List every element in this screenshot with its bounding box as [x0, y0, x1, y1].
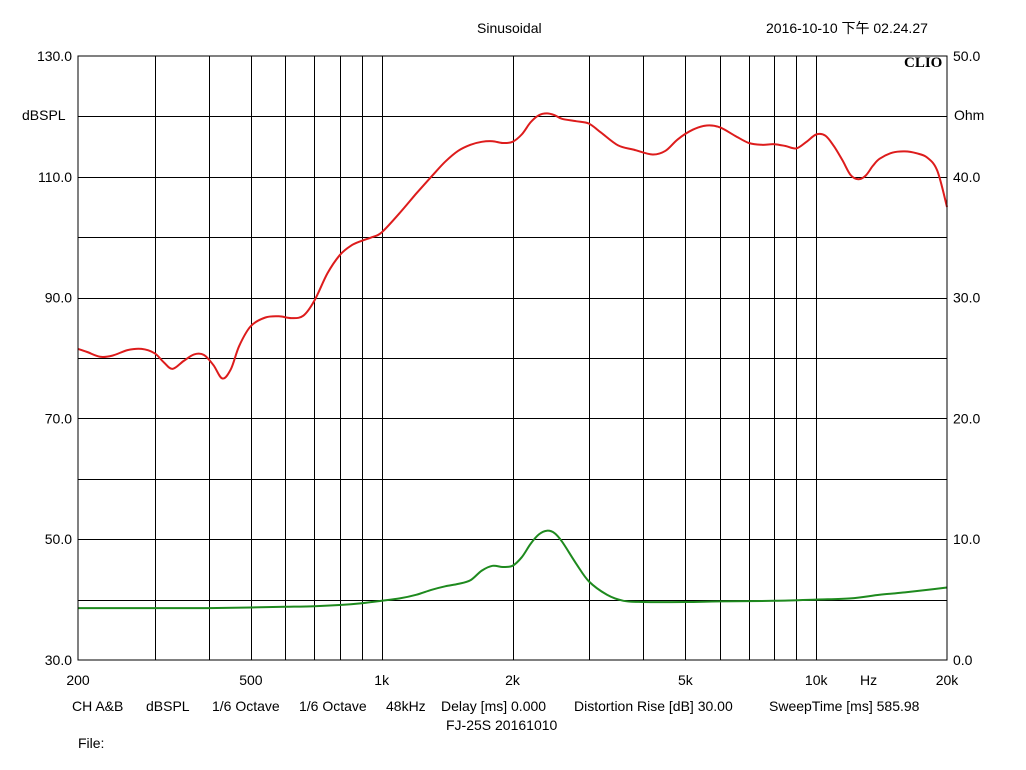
y-left-tick-labels: 130.0 110.0 90.0 70.0 50.0 30.0	[37, 48, 72, 668]
y-left-label: dBSPL	[22, 107, 66, 123]
y-left-tick-label: 90.0	[45, 290, 72, 306]
x-tick-label: 200	[66, 672, 90, 688]
chart-title: Sinusoidal	[477, 20, 542, 36]
x-label: Hz	[860, 672, 878, 688]
footer-unit: dBSPL	[146, 698, 190, 714]
footer-delay: Delay [ms] 0.000	[441, 698, 547, 714]
footer-sweep-time: SweepTime [ms] 585.98	[769, 698, 920, 714]
x-tick-label: 1k	[374, 672, 390, 688]
x-tick-label: 500	[239, 672, 263, 688]
y-right-tick-labels: 50.0 40.0 30.0 20.0 10.0 0.0	[953, 48, 980, 668]
footer-smoothing-1: 1/6 Octave	[212, 698, 280, 714]
y-left-tick-label: 110.0	[38, 169, 72, 185]
y-right-tick-label: 20.0	[953, 410, 980, 426]
footer-subtitle: FJ-25S 20161010	[446, 717, 558, 733]
clio-logo: CLIO	[904, 55, 943, 71]
footer-sample-rate: 48kHz	[386, 698, 426, 714]
x-tick-label: 5k	[678, 672, 694, 688]
x-tick-label: 20k	[936, 672, 960, 688]
spl-series-line	[77, 112, 948, 380]
y-right-tick-label: 30.0	[953, 290, 980, 306]
y-left-tick-label: 50.0	[45, 531, 72, 547]
plot-border	[77, 55, 948, 661]
y-right-tick-label: 40.0	[953, 169, 980, 185]
x-tick-label: 2k	[505, 672, 521, 688]
y-left-tick-label: 70.0	[45, 410, 72, 426]
y-left-tick-label: 30.0	[45, 652, 72, 668]
series-layer	[77, 112, 948, 610]
footer-distortion-rise: Distortion Rise [dB] 30.00	[574, 698, 733, 714]
footer-file: File:	[78, 735, 105, 751]
y-left-tick-label: 130.0	[37, 48, 72, 64]
y-right-label: Ohm	[954, 107, 985, 123]
impedance-series-line	[78, 529, 948, 610]
y-right-tick-label: 50.0	[953, 48, 980, 64]
x-tick-labels: 200 500 1k 2k 5k 10k 20k	[66, 672, 959, 688]
x-tick-label: 10k	[805, 672, 829, 688]
footer-smoothing-2: 1/6 Octave	[299, 698, 367, 714]
y-right-tick-label: 0.0	[953, 652, 973, 668]
timestamp: 2016-10-10 下午 02.24.27	[766, 20, 928, 36]
major-gridlines	[78, 116, 947, 601]
footer-channel: CH A&B	[72, 698, 124, 714]
y-right-tick-label: 10.0	[953, 531, 980, 547]
